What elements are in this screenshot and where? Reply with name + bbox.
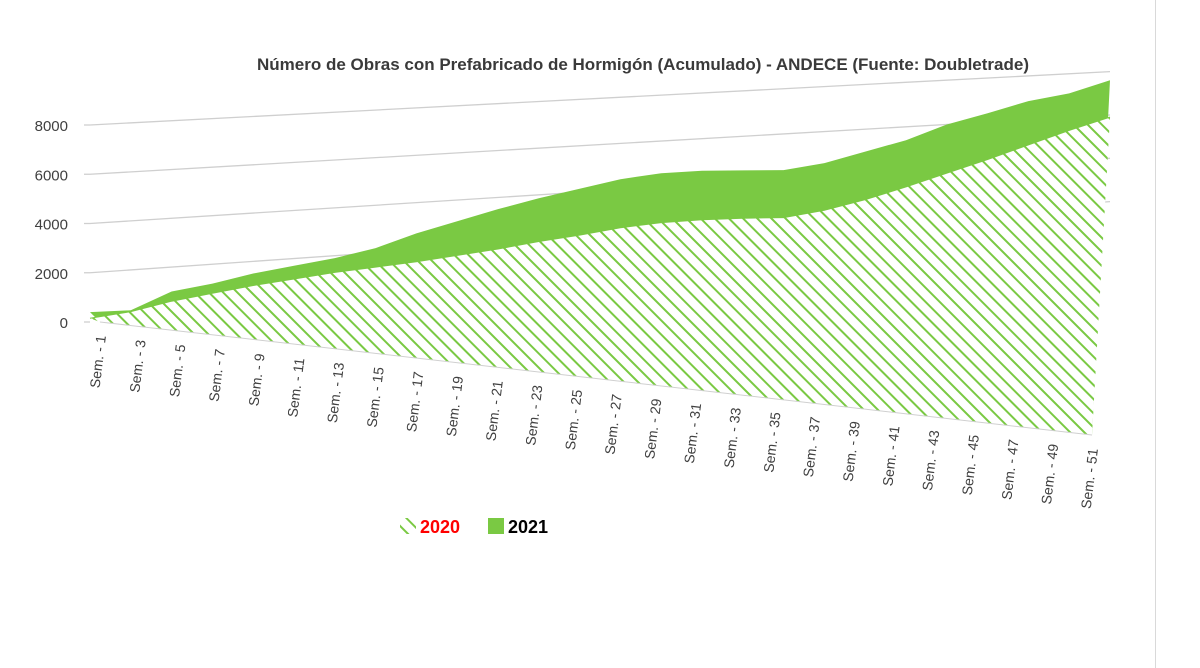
x-tick-label: Sem. - 43 [919, 429, 942, 491]
x-tick-label: Sem. - 9 [245, 352, 267, 407]
x-tick-label: Sem. - 49 [1038, 443, 1061, 505]
x-tick-label: Sem. - 7 [206, 348, 228, 403]
y-tick-label: 4000 [35, 217, 68, 234]
gridline-6000 [89, 114, 1111, 175]
x-tick-label: Sem. - 47 [998, 438, 1021, 500]
gridline-8000 [89, 70, 1111, 126]
y-tick-label: 8000 [35, 118, 68, 135]
x-tick-label: Sem. - 39 [840, 420, 863, 482]
series-2020-edge [89, 116, 1111, 319]
right-border [1155, 0, 1156, 668]
x-tick-label: Sem. - 15 [363, 366, 386, 428]
x-tick-label: Sem. - 35 [760, 411, 783, 473]
legend-swatch-2021 [488, 518, 504, 534]
x-tick-label: Sem. - 5 [166, 343, 188, 398]
y-tick-label: 0 [60, 315, 68, 332]
x-tick-label: Sem. - 21 [482, 379, 505, 441]
x-tick-label: Sem. - 3 [126, 339, 148, 394]
legend-label-2020: 2020 [420, 517, 460, 537]
x-tick-label: Sem. - 29 [641, 398, 664, 460]
x-tick-label: Sem. - 19 [443, 375, 466, 437]
y-tick-label: 2000 [35, 266, 68, 283]
area-series-2020 [90, 117, 1110, 435]
x-tick-label: Sem. - 1 [87, 334, 109, 389]
x-tick-label: Sem. - 41 [879, 425, 902, 487]
x-tick-label: Sem. - 11 [284, 357, 307, 418]
x-axis-line [99, 321, 1093, 436]
x-tick-label: Sem. - 31 [681, 402, 704, 464]
x-tick-label: Sem. - 27 [601, 393, 624, 455]
x-tick-label: Sem. - 37 [800, 416, 823, 478]
legend-label-2021: 2021 [508, 517, 548, 537]
x-tick-label: Sem. - 51 [1078, 447, 1101, 509]
x-tick-label: Sem. - 17 [403, 370, 426, 432]
x-tick-label: Sem. - 25 [562, 388, 585, 450]
x-tick-label: Sem. - 23 [522, 384, 545, 446]
legend-swatch-2020 [400, 518, 416, 534]
x-tick-label: Sem. - 33 [721, 407, 744, 469]
y-tick-label: 6000 [35, 167, 68, 184]
x-tick-label: Sem. - 45 [959, 434, 982, 496]
x-tick-label: Sem. - 13 [324, 361, 347, 423]
chart-title: Número de Obras con Prefabricado de Horm… [257, 55, 1029, 74]
